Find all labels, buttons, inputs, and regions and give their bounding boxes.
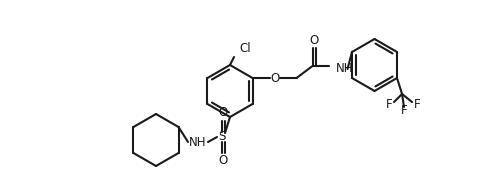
Text: F: F (414, 98, 420, 111)
Text: F: F (401, 104, 407, 117)
Text: NH: NH (189, 136, 207, 149)
Text: O: O (219, 106, 228, 120)
Text: O: O (219, 155, 228, 168)
Text: S: S (219, 130, 226, 143)
Text: O: O (309, 33, 318, 46)
Text: NH: NH (336, 61, 353, 74)
Text: F: F (386, 98, 392, 111)
Text: O: O (270, 71, 279, 84)
Text: Cl: Cl (239, 42, 250, 55)
